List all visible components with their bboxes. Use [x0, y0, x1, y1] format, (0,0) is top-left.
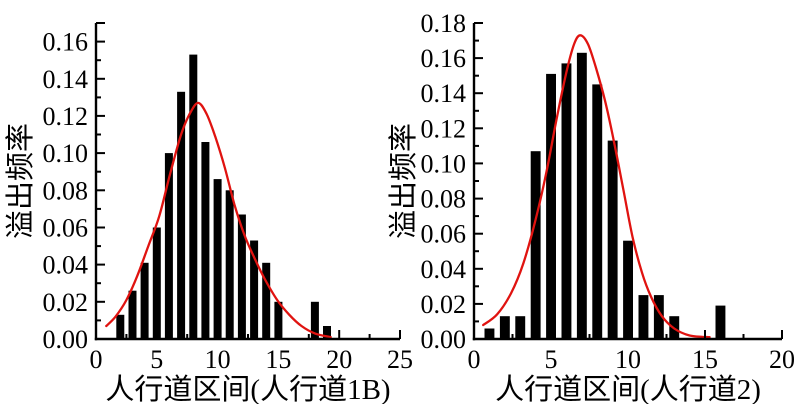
y-tick-label: 0.12 [43, 102, 89, 131]
histogram-bar [323, 326, 331, 339]
histogram-bar [274, 301, 283, 339]
y-tick-label: 0.04 [43, 251, 89, 280]
x-tick-label: 20 [326, 345, 352, 374]
histogram-bar [576, 52, 587, 340]
y-tick-label: 0.18 [421, 9, 467, 38]
x-tick-label: 10 [205, 345, 231, 374]
y-tick-label: 0.14 [43, 65, 89, 94]
y-axis-title-left: 溢出频率 [5, 123, 37, 240]
x-axis-title-right: 人行道区间(人行道2) [495, 374, 761, 404]
y-tick-label: 0.08 [421, 185, 467, 214]
y-tick-label: 0.06 [43, 214, 89, 243]
histogram-bar [128, 290, 137, 339]
y-tick-label: 0.00 [421, 325, 467, 354]
y-tick-label: 0.14 [421, 79, 467, 108]
histogram-bar [592, 84, 603, 340]
y-tick-label: 0.06 [421, 220, 467, 249]
y-tick-label: 0.10 [421, 149, 467, 178]
y-tick-label: 0.00 [43, 325, 89, 354]
histogram-bar [152, 227, 161, 339]
y-tick-label: 0.16 [421, 44, 467, 73]
histogram-bar [715, 305, 726, 339]
x-tick-label: 20 [769, 345, 795, 374]
x-tick-label: 5 [150, 345, 163, 374]
y-tick-label: 0.04 [421, 255, 467, 284]
histogram-bar [237, 214, 246, 339]
histogram-bar [499, 316, 510, 339]
histogram-bar [201, 142, 210, 339]
histogram-bar [653, 295, 664, 339]
histogram-bar [638, 295, 649, 339]
histogram-bar [515, 316, 526, 339]
histogram-bar [484, 328, 495, 339]
x-tick-label: 0 [90, 345, 103, 374]
x-tick-label: 15 [265, 345, 291, 374]
histogram-bar [530, 151, 541, 339]
histogram-bar [262, 262, 271, 339]
histogram-bar [177, 91, 186, 339]
y-tick-label: 0.08 [43, 176, 89, 205]
histogram-bar [607, 140, 618, 339]
histogram-bar [213, 179, 222, 339]
histogram-bar [310, 301, 319, 339]
y-axis-title-right: 溢出频率 [388, 123, 420, 240]
x-tick-label: 0 [468, 345, 481, 374]
histogram-bar [623, 240, 633, 339]
y-tick-label: 0.16 [43, 28, 89, 57]
histogram-bar [189, 54, 198, 339]
x-tick-label: 25 [387, 345, 413, 374]
y-tick-label: 0.02 [43, 288, 89, 317]
x-tick-label: 10 [615, 345, 641, 374]
x-tick-label: 15 [692, 345, 718, 374]
x-tick-label: 5 [545, 345, 558, 374]
histogram-bar [164, 153, 173, 339]
fit-curve [105, 101, 332, 339]
y-tick-label: 0.02 [421, 290, 467, 319]
histogram-bar [546, 73, 556, 340]
y-tick-label: 0.12 [421, 114, 467, 143]
histogram-bar [140, 262, 149, 339]
x-axis-title-left: 人行道区间(人行道1B) [105, 374, 391, 404]
histogram-bar [116, 314, 125, 339]
y-tick-label: 0.10 [43, 139, 89, 168]
histogram-bar [225, 190, 234, 339]
histogram-bar [561, 63, 572, 340]
fit-curve [482, 34, 711, 339]
histogram-bar [250, 240, 259, 339]
